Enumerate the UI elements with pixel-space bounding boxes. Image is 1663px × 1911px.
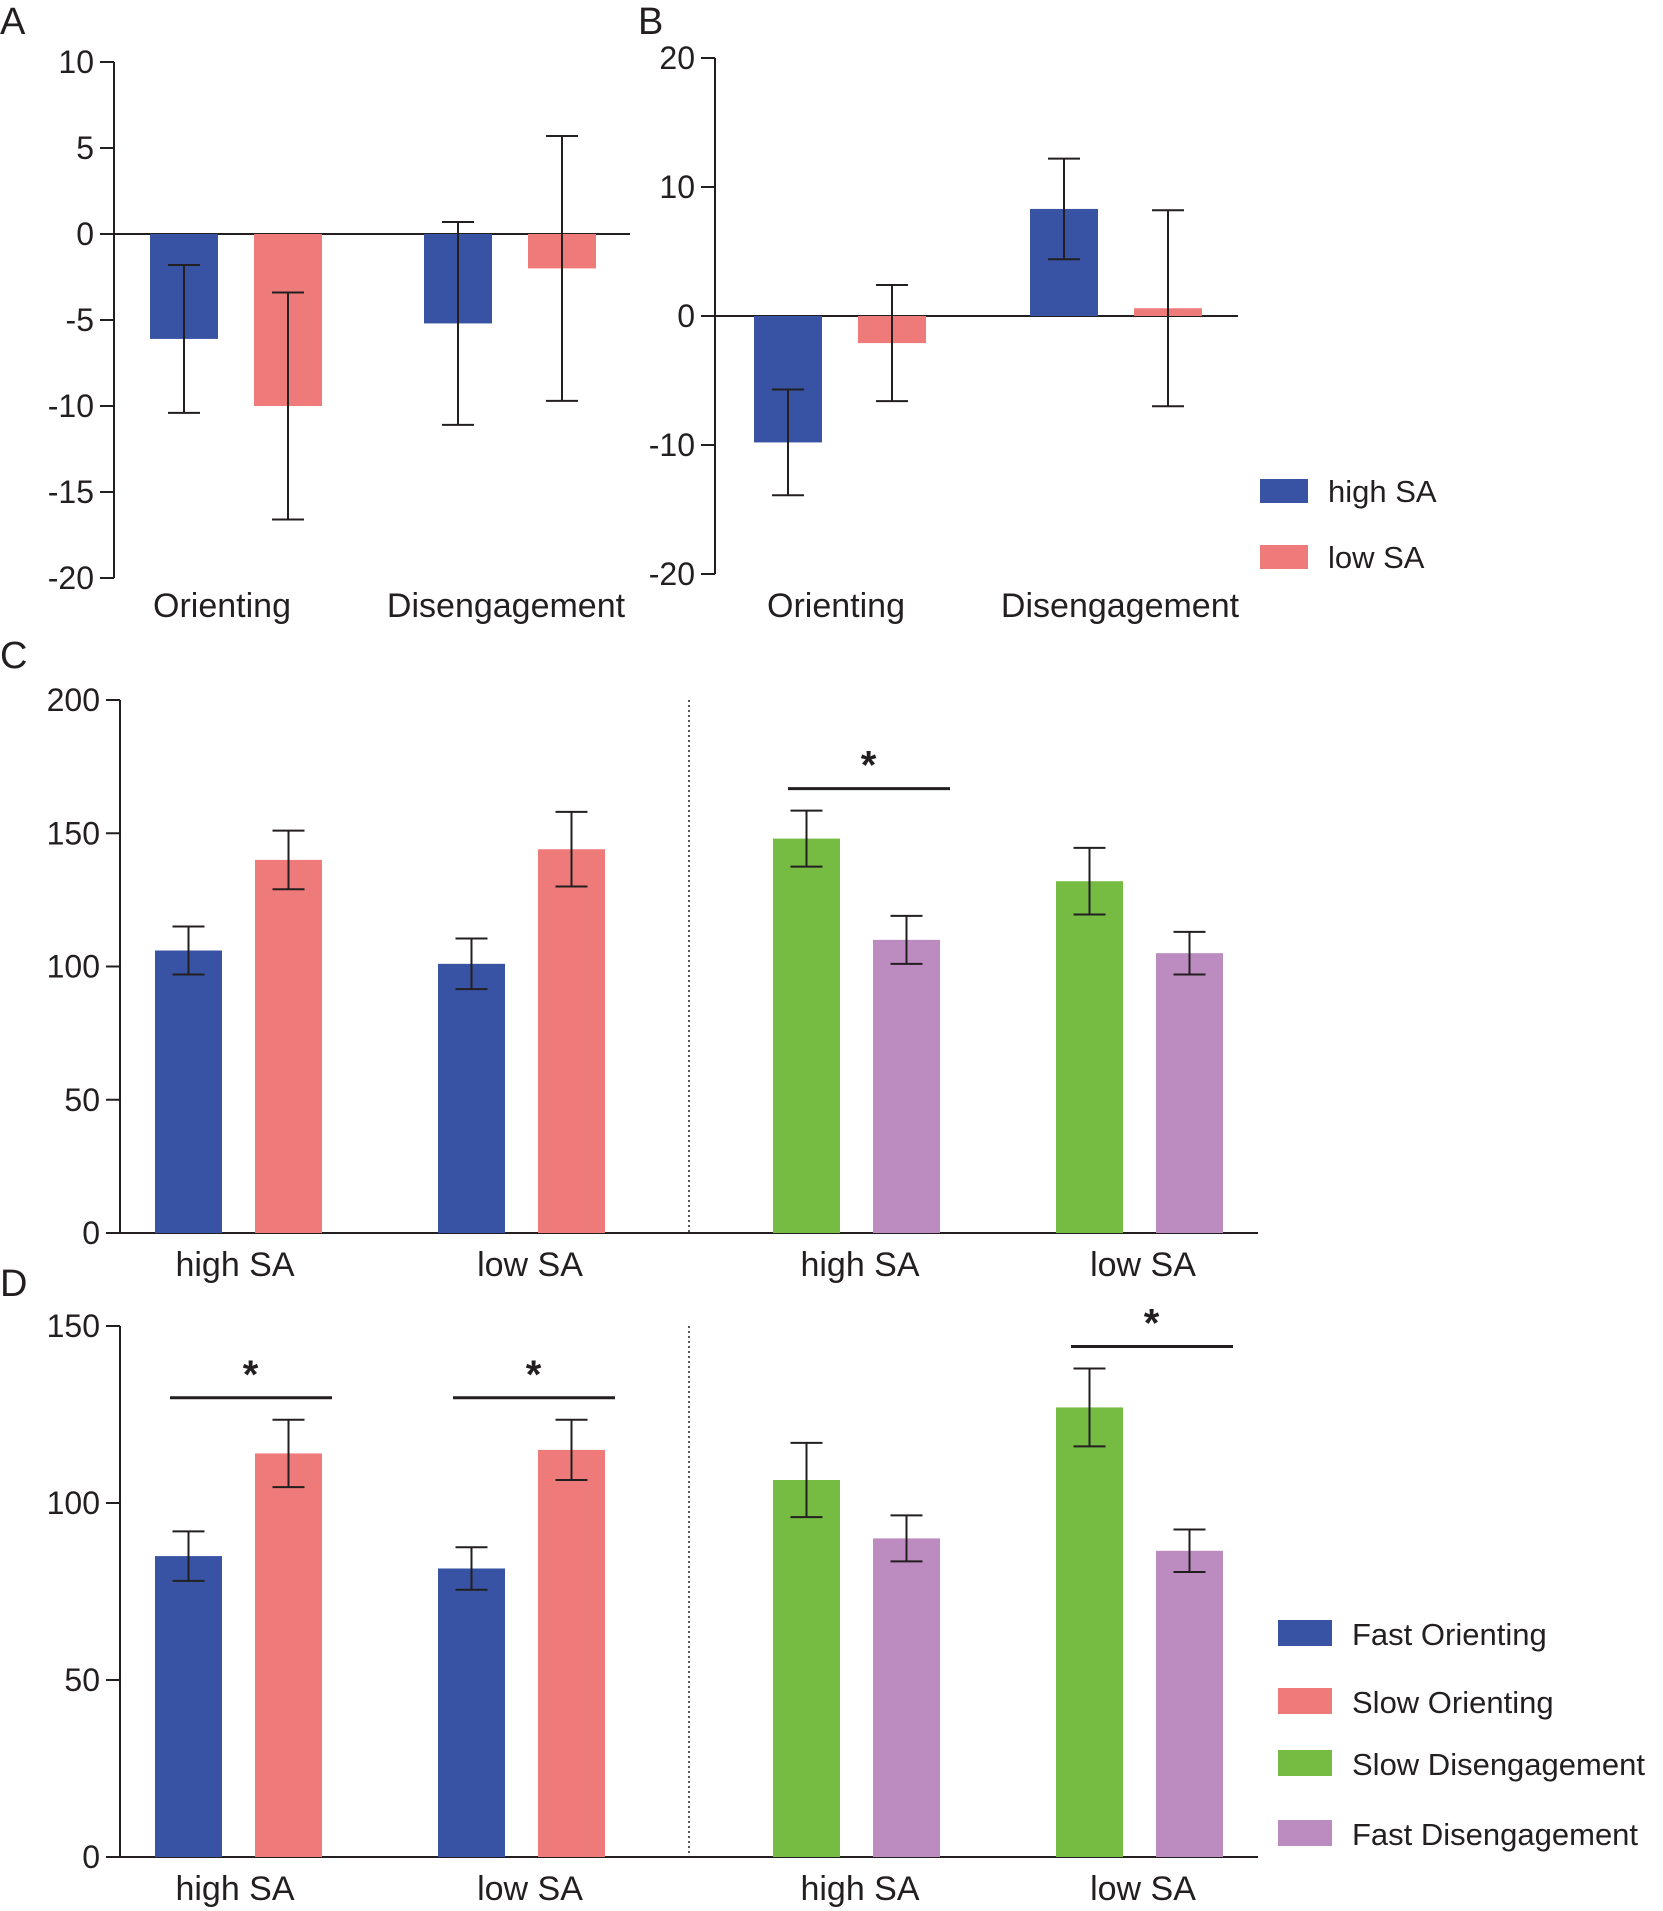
panel-d-bar — [1156, 1550, 1223, 1857]
legend_top-label: low SA — [1328, 540, 1425, 575]
panel-c-category-label: low SA — [477, 1246, 583, 1284]
panel-letter-b: B — [638, 1, 663, 43]
panel-d-ytick-label: 0 — [82, 1839, 100, 1875]
legend_bottom-label: Slow Disengagement — [1352, 1747, 1645, 1782]
panel-c-bar — [438, 963, 505, 1233]
legend_bottom-swatch — [1278, 1750, 1332, 1776]
panel-c-bar — [255, 859, 322, 1233]
panel-b-category-label: Orienting — [767, 587, 905, 625]
panel-c-bar — [155, 950, 222, 1233]
panel-a-category-label: Orienting — [153, 587, 291, 625]
panel-a-ytick-label: -15 — [48, 474, 94, 510]
panel-a-ytick-label: 0 — [76, 216, 94, 252]
panel-c-bar — [538, 849, 605, 1233]
panel-a-ytick-label: 5 — [76, 130, 94, 166]
panel-d-bar — [773, 1479, 840, 1857]
legend_bottom-swatch — [1278, 1688, 1332, 1714]
panel-d-bar — [538, 1449, 605, 1857]
panel-d-category-label: high SA — [800, 1870, 919, 1908]
panel-c-category-label: low SA — [1090, 1246, 1196, 1284]
legend_top-label: high SA — [1328, 474, 1437, 509]
legend_top-swatch — [1260, 545, 1308, 569]
panel-b-ytick-label: 0 — [677, 298, 695, 334]
panel-c-ytick-label: 150 — [47, 815, 100, 851]
panel-d-ytick-label: 50 — [64, 1662, 100, 1698]
legend_bottom-swatch — [1278, 1620, 1332, 1646]
panel-letter-a: A — [0, 1, 26, 43]
panel-d-bar — [155, 1556, 222, 1857]
panel-a-ytick-label: 10 — [58, 44, 94, 80]
panel-b-category-label: Disengagement — [1001, 587, 1240, 625]
panel-c-ytick-label: 0 — [82, 1215, 100, 1251]
panel-c-bar — [873, 939, 940, 1233]
panel-d-bar — [873, 1538, 940, 1857]
panel-d-ytick-label: 150 — [47, 1308, 100, 1344]
panel-b-ytick-label: 20 — [659, 40, 695, 76]
panel-c-bar — [1056, 881, 1123, 1233]
panel-a-category-label: Disengagement — [387, 587, 626, 625]
panel-c-ytick-label: 200 — [47, 682, 100, 718]
panel-letter-d: D — [0, 1263, 27, 1305]
significance-star: * — [243, 1353, 259, 1397]
panel-d-category-label: low SA — [477, 1870, 583, 1908]
panel-d-ytick-label: 100 — [47, 1485, 100, 1521]
panel-d-category-label: high SA — [175, 1870, 294, 1908]
significance-star: * — [526, 1353, 542, 1397]
significance-star: * — [861, 744, 877, 788]
legend_bottom-swatch — [1278, 1820, 1332, 1846]
panel-c-ytick-label: 50 — [64, 1082, 100, 1118]
panel-d-bar — [1056, 1407, 1123, 1857]
panel-c-ytick-label: 100 — [47, 949, 100, 985]
panel-c-bar — [773, 838, 840, 1233]
panel-b-ytick-label: 10 — [659, 169, 695, 205]
significance-star: * — [1144, 1301, 1160, 1345]
panel-a-ytick-label: -10 — [48, 388, 94, 424]
panel-c-bar — [1156, 953, 1223, 1233]
panel-b-ytick-label: -10 — [649, 427, 695, 463]
panel-letter-c: C — [0, 635, 27, 677]
panel-a-ytick-label: -5 — [66, 302, 94, 338]
panel-a-ytick-label: -20 — [48, 560, 94, 596]
legend_bottom-label: Slow Orienting — [1352, 1685, 1554, 1720]
legend_top-swatch — [1260, 479, 1308, 503]
panel-b-ytick-label: -20 — [649, 556, 695, 592]
legend_bottom-label: Fast Disengagement — [1352, 1817, 1638, 1852]
panel-d-category-label: low SA — [1090, 1870, 1196, 1908]
panel-c-category-label: high SA — [800, 1246, 919, 1284]
panel-c-category-label: high SA — [175, 1246, 294, 1284]
panel-d-bar — [438, 1568, 505, 1857]
panel-d-bar — [255, 1453, 322, 1857]
legend_bottom-label: Fast Orienting — [1352, 1617, 1547, 1652]
